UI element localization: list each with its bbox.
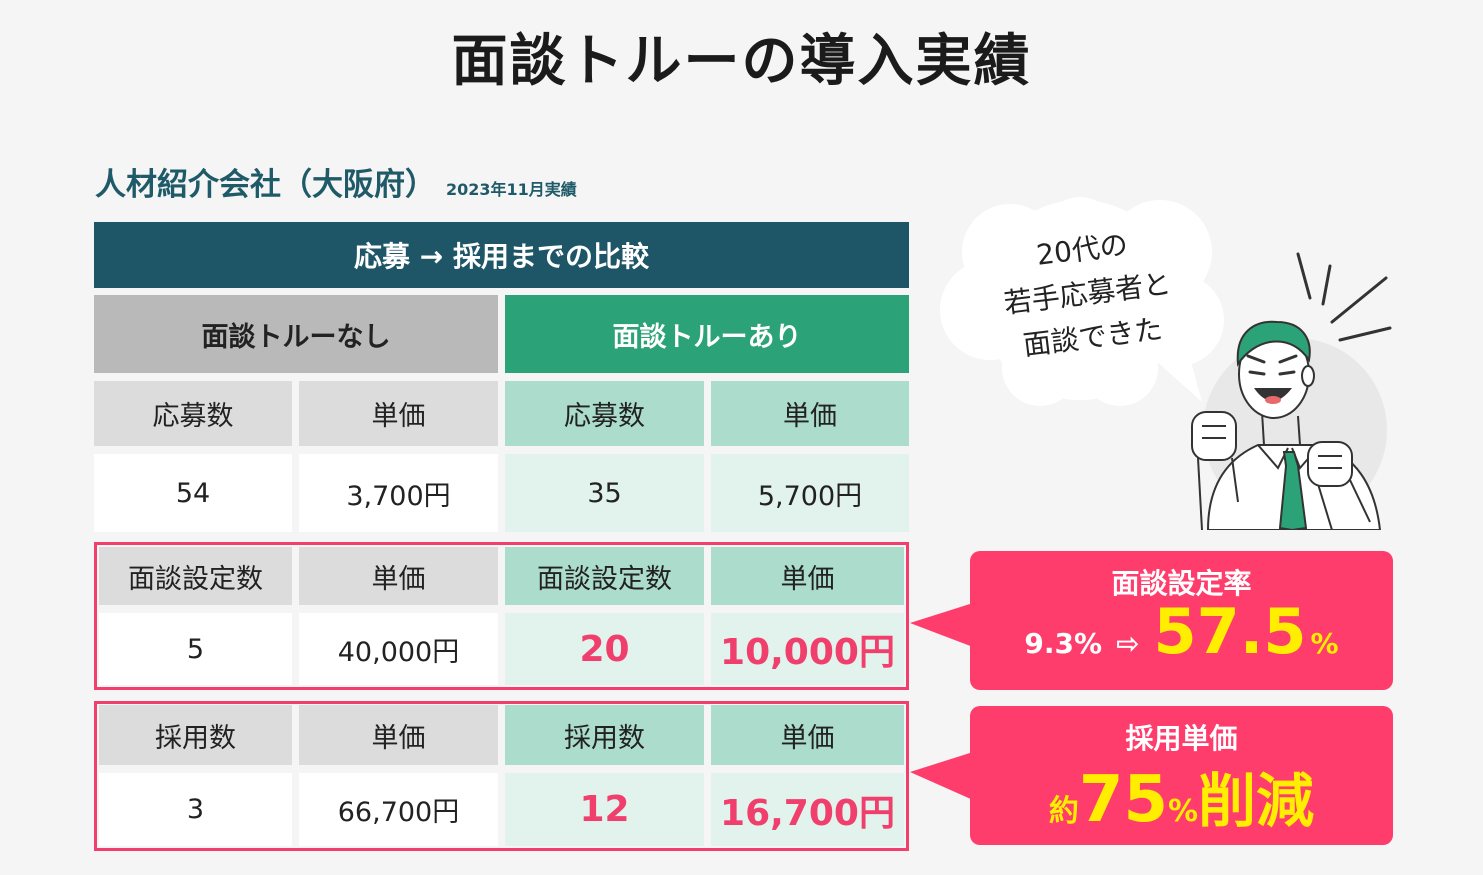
callout-title: 採用単価 [1125, 722, 1238, 755]
table-value-cell: 66,700円 [299, 773, 498, 846]
results-period: 2023年11月実績 [446, 180, 577, 199]
reduction-suffix: 削減 [1198, 767, 1315, 835]
page-title: 面談トルーの導入実績 [451, 29, 1032, 94]
eyes [1248, 370, 1296, 376]
table-label-cell: 応募数 [505, 381, 704, 446]
table-label-cell: 単価 [299, 705, 498, 765]
table-label-cell: 単価 [711, 547, 904, 605]
rate-after-unit: % [1310, 627, 1339, 660]
neck [1261, 411, 1301, 446]
highlighted-value-cell: 10,000円 [711, 613, 904, 685]
arrow-right-icon: ⇨ [1116, 627, 1140, 660]
table-label-cell: 単価 [711, 381, 909, 446]
comparison-header: 応募 → 採用までの比較 [94, 222, 909, 288]
reduction-number: 75 [1078, 763, 1168, 837]
mouth [1254, 388, 1292, 401]
cheering-man-icon [1191, 252, 1392, 530]
hire-cost-callout: 採用単価 約 75 % 削減 [970, 706, 1393, 845]
hire-cost-reduction: 約 75 % 削減 [970, 754, 1393, 837]
right-forearm [1317, 479, 1371, 530]
callout-pointer [910, 603, 973, 647]
interview-rate-callout: 面談設定率 9.3% ⇨ 57.5 % [970, 551, 1393, 690]
table-value-cell: 35 [505, 454, 704, 532]
reduction-prefix: 約 [1048, 794, 1079, 829]
rate-before: 9.3% [1024, 627, 1103, 660]
table-label-cell: 面談設定数 [99, 547, 292, 605]
callout-title: 面談設定率 [1111, 567, 1252, 600]
highlighted-value-cell: 16,700円 [711, 773, 904, 846]
table-value-cell: 3,700円 [299, 454, 498, 532]
table-value-cell: 5 [99, 613, 292, 685]
table-label-cell: 応募数 [94, 381, 292, 446]
table-label-cell: 面談設定数 [505, 547, 704, 605]
table-value-cell: 54 [94, 454, 292, 532]
tie [1278, 451, 1308, 530]
tongue [1265, 396, 1281, 404]
speech-bubble-text: 20代の 若手応募者と 面談できた [968, 215, 1207, 373]
highlighted-value-cell: 12 [505, 773, 704, 846]
table-label-cell: 単価 [711, 705, 904, 765]
company-name: 人材紹介会社（大阪府） [95, 167, 436, 203]
table-value-cell: 3 [99, 773, 292, 846]
hair [1236, 320, 1311, 367]
left-fist [1191, 411, 1237, 461]
table-value-cell: 5,700円 [711, 454, 909, 532]
group-header-without: 面談トルーなし [94, 295, 498, 373]
table-label-cell: 単価 [299, 547, 498, 605]
left-forearm [1197, 457, 1239, 530]
group-header-with: 面談トルーあり [505, 295, 909, 373]
ear [1301, 365, 1315, 387]
left-fingers [1202, 425, 1226, 439]
company-heading: 人材紹介会社（大阪府） 2023年11月実績 [95, 160, 577, 210]
eyebrows [1246, 354, 1298, 364]
interview-rate-change: 9.3% ⇨ 57.5 % [970, 595, 1393, 675]
reduction-unit: % [1167, 794, 1199, 829]
table-value-cell: 40,000円 [299, 613, 498, 685]
highlight-frame-interviews [94, 542, 909, 690]
table-label-cell: 採用数 [99, 705, 292, 765]
highlight-frame-hires [94, 701, 909, 851]
table-label-cell: 単価 [299, 381, 498, 446]
rate-after-number: 57.5 [1153, 595, 1307, 668]
emphasis-lines [1296, 252, 1392, 342]
right-fist [1307, 441, 1353, 487]
right-fingers [1318, 455, 1342, 469]
speech-bubble [940, 197, 1224, 406]
table-label-cell: 採用数 [505, 705, 704, 765]
callout-pointer [910, 752, 973, 800]
highlighted-value-cell: 20 [505, 613, 704, 685]
